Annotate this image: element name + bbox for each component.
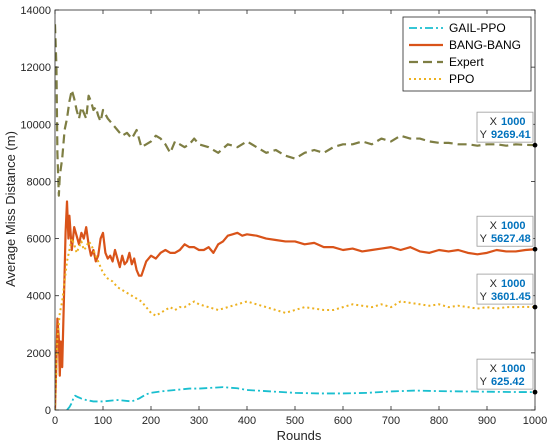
legend: GAIL-PPO BANG-BANG Expert PPO — [402, 16, 532, 92]
datatip-marker — [532, 389, 538, 395]
datatip-y-value: 3601.45 — [491, 291, 531, 303]
datatip-box — [476, 358, 534, 390]
y-tick-label: 0 — [45, 405, 51, 417]
x-tick-label: 900 — [478, 415, 496, 427]
x-tick-label: 1000 — [523, 415, 547, 427]
legend-label: BANG-BANG — [449, 38, 521, 52]
y-tick-label: 12000 — [20, 62, 51, 74]
x-tick-label: 700 — [382, 415, 400, 427]
series-line-bang-bang — [55, 200, 535, 410]
datatip-x-value: 1000 — [501, 278, 525, 290]
datatip-x-label: X — [490, 278, 498, 290]
datatip-marker — [532, 304, 538, 310]
y-tick-label: 10000 — [20, 119, 51, 131]
datatip-y-value: 9269.41 — [491, 129, 531, 141]
series-line-gail-ppo — [66, 386, 535, 410]
datatip-x-value: 1000 — [501, 220, 525, 232]
y-tick-label: 4000 — [27, 291, 51, 303]
y-axis-title: Average Miss Distance (m) — [3, 131, 18, 287]
datatip-box — [476, 111, 534, 143]
datatip-y-value: 5627.48 — [491, 233, 531, 245]
axes: 0 100 200 300 400 500 600 700 800 900 100002000400… — [20, 5, 547, 427]
legend-label: PPO — [449, 72, 474, 86]
datatip-y-label: Y — [480, 129, 488, 141]
datatip-y-label: Y — [480, 291, 488, 303]
datatip-marker — [532, 142, 538, 148]
x-tick-label: 0 — [52, 415, 58, 427]
plot-area — [55, 24, 535, 410]
y-tick-label: 8000 — [27, 176, 51, 188]
legend-label: Expert — [449, 55, 484, 69]
datatip-y-value: 625.42 — [491, 376, 525, 388]
x-tick-label: 400 — [238, 415, 256, 427]
datatip-box — [476, 215, 534, 247]
y-tick-label: 2000 — [27, 348, 51, 360]
datatip-x-label: X — [490, 363, 498, 375]
datatip-x-value: 1000 — [501, 363, 525, 375]
x-tick-label: 600 — [334, 415, 352, 427]
datatip-marker — [532, 246, 538, 252]
datatip-box — [476, 273, 534, 305]
x-tick-label: 300 — [190, 415, 208, 427]
legend-label: GAIL-PPO — [449, 21, 506, 35]
series-line-expert — [55, 24, 535, 197]
datatip-x-label: X — [490, 116, 498, 128]
series-line-ppo — [55, 237, 535, 410]
x-tick-label: 200 — [142, 415, 160, 427]
datatip-y-label: Y — [480, 376, 488, 388]
x-tick-label: 100 — [94, 415, 112, 427]
datatip-x-value: 1000 — [501, 116, 525, 128]
x-tick-label: 500 — [286, 415, 304, 427]
x-tick-label: 800 — [430, 415, 448, 427]
datatip-y-label: Y — [480, 233, 488, 245]
x-axis-title: Rounds — [277, 428, 322, 443]
y-tick-label: 14000 — [20, 5, 51, 17]
y-tick-label: 6000 — [27, 234, 51, 246]
datatip-x-label: X — [490, 220, 498, 232]
